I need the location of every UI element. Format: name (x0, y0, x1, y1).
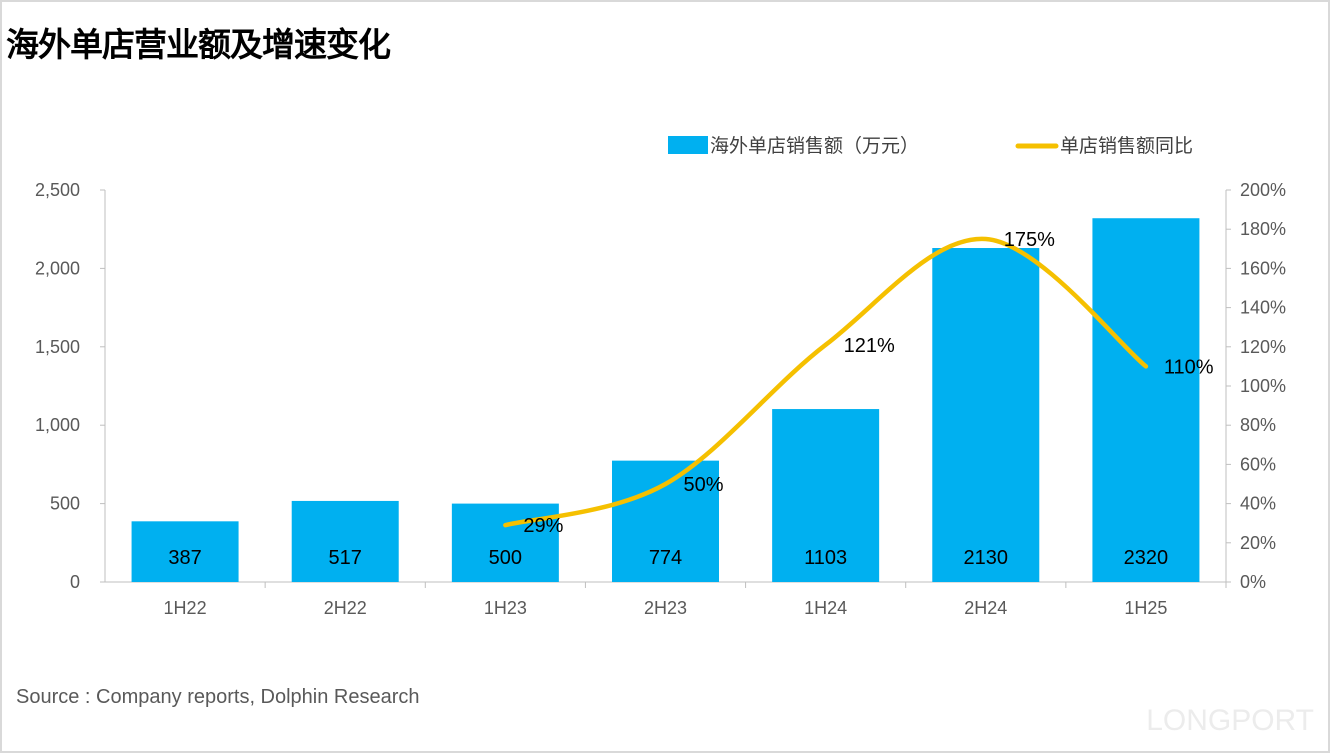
bar (451, 503, 559, 582)
right-tick-label: 60% (1240, 454, 1276, 474)
x-tick-label: 2H23 (644, 598, 687, 618)
bar (1092, 218, 1200, 582)
line-data-label: 110% (1164, 356, 1214, 378)
legend-line-label: 单店销售额同比 (1060, 135, 1193, 157)
left-tick-label: 2,000 (35, 258, 80, 278)
growth-line (503, 236, 1149, 528)
right-tick-label: 140% (1240, 298, 1286, 318)
left-tick-label: 2,500 (35, 180, 80, 200)
right-tick-label: 0% (1240, 572, 1266, 592)
right-tick-label: 200% (1240, 180, 1286, 200)
watermark-logo: LONGPORT (1146, 704, 1314, 737)
right-tick-label: 100% (1240, 376, 1286, 396)
left-tick-label: 0 (70, 572, 80, 592)
right-tick-label: 180% (1240, 219, 1286, 239)
right-tick-label: 40% (1240, 494, 1276, 514)
bar-data-label: 500 (489, 547, 522, 569)
bar (612, 460, 719, 582)
bar-data-label: 1103 (804, 547, 847, 569)
legend-bar-swatch (668, 136, 708, 154)
line-data-label: 50% (684, 474, 724, 496)
line-data-label: 175% (1004, 229, 1055, 251)
bar-data-label: 387 (168, 547, 201, 569)
left-tick-label: 1,000 (35, 415, 80, 435)
x-tick-label: 1H24 (804, 598, 847, 618)
x-tick-label: 1H22 (164, 598, 207, 618)
chart-title: 海外单店营业额及增速变化 (6, 25, 391, 64)
legend-bar-label: 海外单店销售额（万元） (710, 135, 919, 157)
left-tick-label: 500 (50, 494, 80, 514)
right-tick-label: 120% (1240, 337, 1286, 357)
x-tick-label: 1H23 (484, 598, 527, 618)
bar (932, 248, 1040, 583)
line-data-label: 121% (844, 335, 895, 357)
bar-data-label: 2320 (1124, 547, 1169, 569)
right-tick-label: 80% (1240, 415, 1276, 435)
bar-data-label: 774 (649, 547, 682, 569)
source-note: Source : Company reports, Dolphin Resear… (16, 686, 420, 708)
line-data-label: 29% (523, 515, 563, 537)
x-tick-label: 2H24 (964, 598, 1007, 618)
bar (291, 500, 399, 582)
x-tick-label: 1H25 (1124, 598, 1167, 618)
bar (131, 521, 239, 582)
right-tick-label: 160% (1240, 258, 1286, 278)
right-tick-label: 20% (1240, 533, 1276, 553)
bar-data-label: 2130 (964, 547, 1009, 569)
bar (772, 409, 880, 582)
left-tick-label: 1,500 (35, 337, 80, 357)
x-tick-label: 2H22 (324, 598, 367, 618)
bar-data-label: 517 (329, 547, 362, 569)
